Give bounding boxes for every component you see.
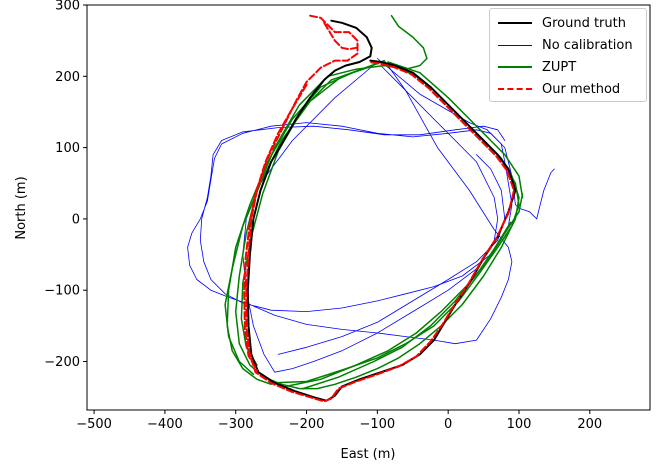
legend-swatch-ground-truth [498,22,532,24]
x-tick-label: 200 [577,417,602,432]
x-tick-label: −100 [359,417,395,432]
series-line-zupt [302,221,512,390]
legend-entry-ground-truth: Ground truth [498,13,626,33]
legend-entry-our-method: Our method [498,79,620,99]
legend-label-no-calibration: No calibration [542,37,633,53]
plot-frame [86,4,651,411]
legend-swatch-our-method [498,88,532,90]
series-line-zupt [240,59,386,366]
y-tick-label: 300 [55,0,80,14]
legend: Ground truth No calibration ZUPT Our met… [489,8,647,102]
series-line-our-method [243,83,308,372]
series-line-no-calibration [277,154,506,355]
series-line-zupt [226,61,382,386]
x-tick-label: −500 [76,417,112,432]
series-line-no-calibration [242,61,499,373]
x-tick-label: −300 [218,417,254,432]
x-axis-label: East (m) [341,447,396,462]
series-line-our-method [323,21,358,51]
y-tick-label: −100 [44,284,80,299]
x-axis: −500 −400 −300 −200 −100 0 100 200 [76,410,602,432]
y-tick-label: 100 [55,141,80,156]
series-line-ground-truth [246,19,517,402]
series-line-our-method [245,14,515,403]
x-tick-label: −200 [289,417,325,432]
series-line-zupt [224,62,379,376]
y-tick-label: 0 [72,212,80,227]
legend-entry-zupt: ZUPT [498,57,576,77]
y-tick-label: −200 [44,355,80,370]
legend-swatch-no-calibration [498,44,532,46]
y-axis-label: North (m) [14,176,29,239]
series-layer [187,14,555,403]
x-tick-label: 0 [444,417,452,432]
legend-label-ground-truth: Ground truth [542,15,626,31]
x-tick-label: 100 [507,417,532,432]
y-axis: −200 −100 0 100 200 300 [44,0,87,370]
legend-entry-no-calibration: No calibration [498,35,633,55]
legend-label-our-method: Our method [542,81,621,97]
x-tick-label: −400 [147,417,183,432]
series-line-zupt [387,61,524,199]
series-line-no-calibration [187,60,513,345]
legend-swatch-zupt [498,66,532,68]
y-tick-label: 200 [55,70,80,85]
legend-label-zupt: ZUPT [542,59,577,75]
series-line-zupt [284,193,524,388]
